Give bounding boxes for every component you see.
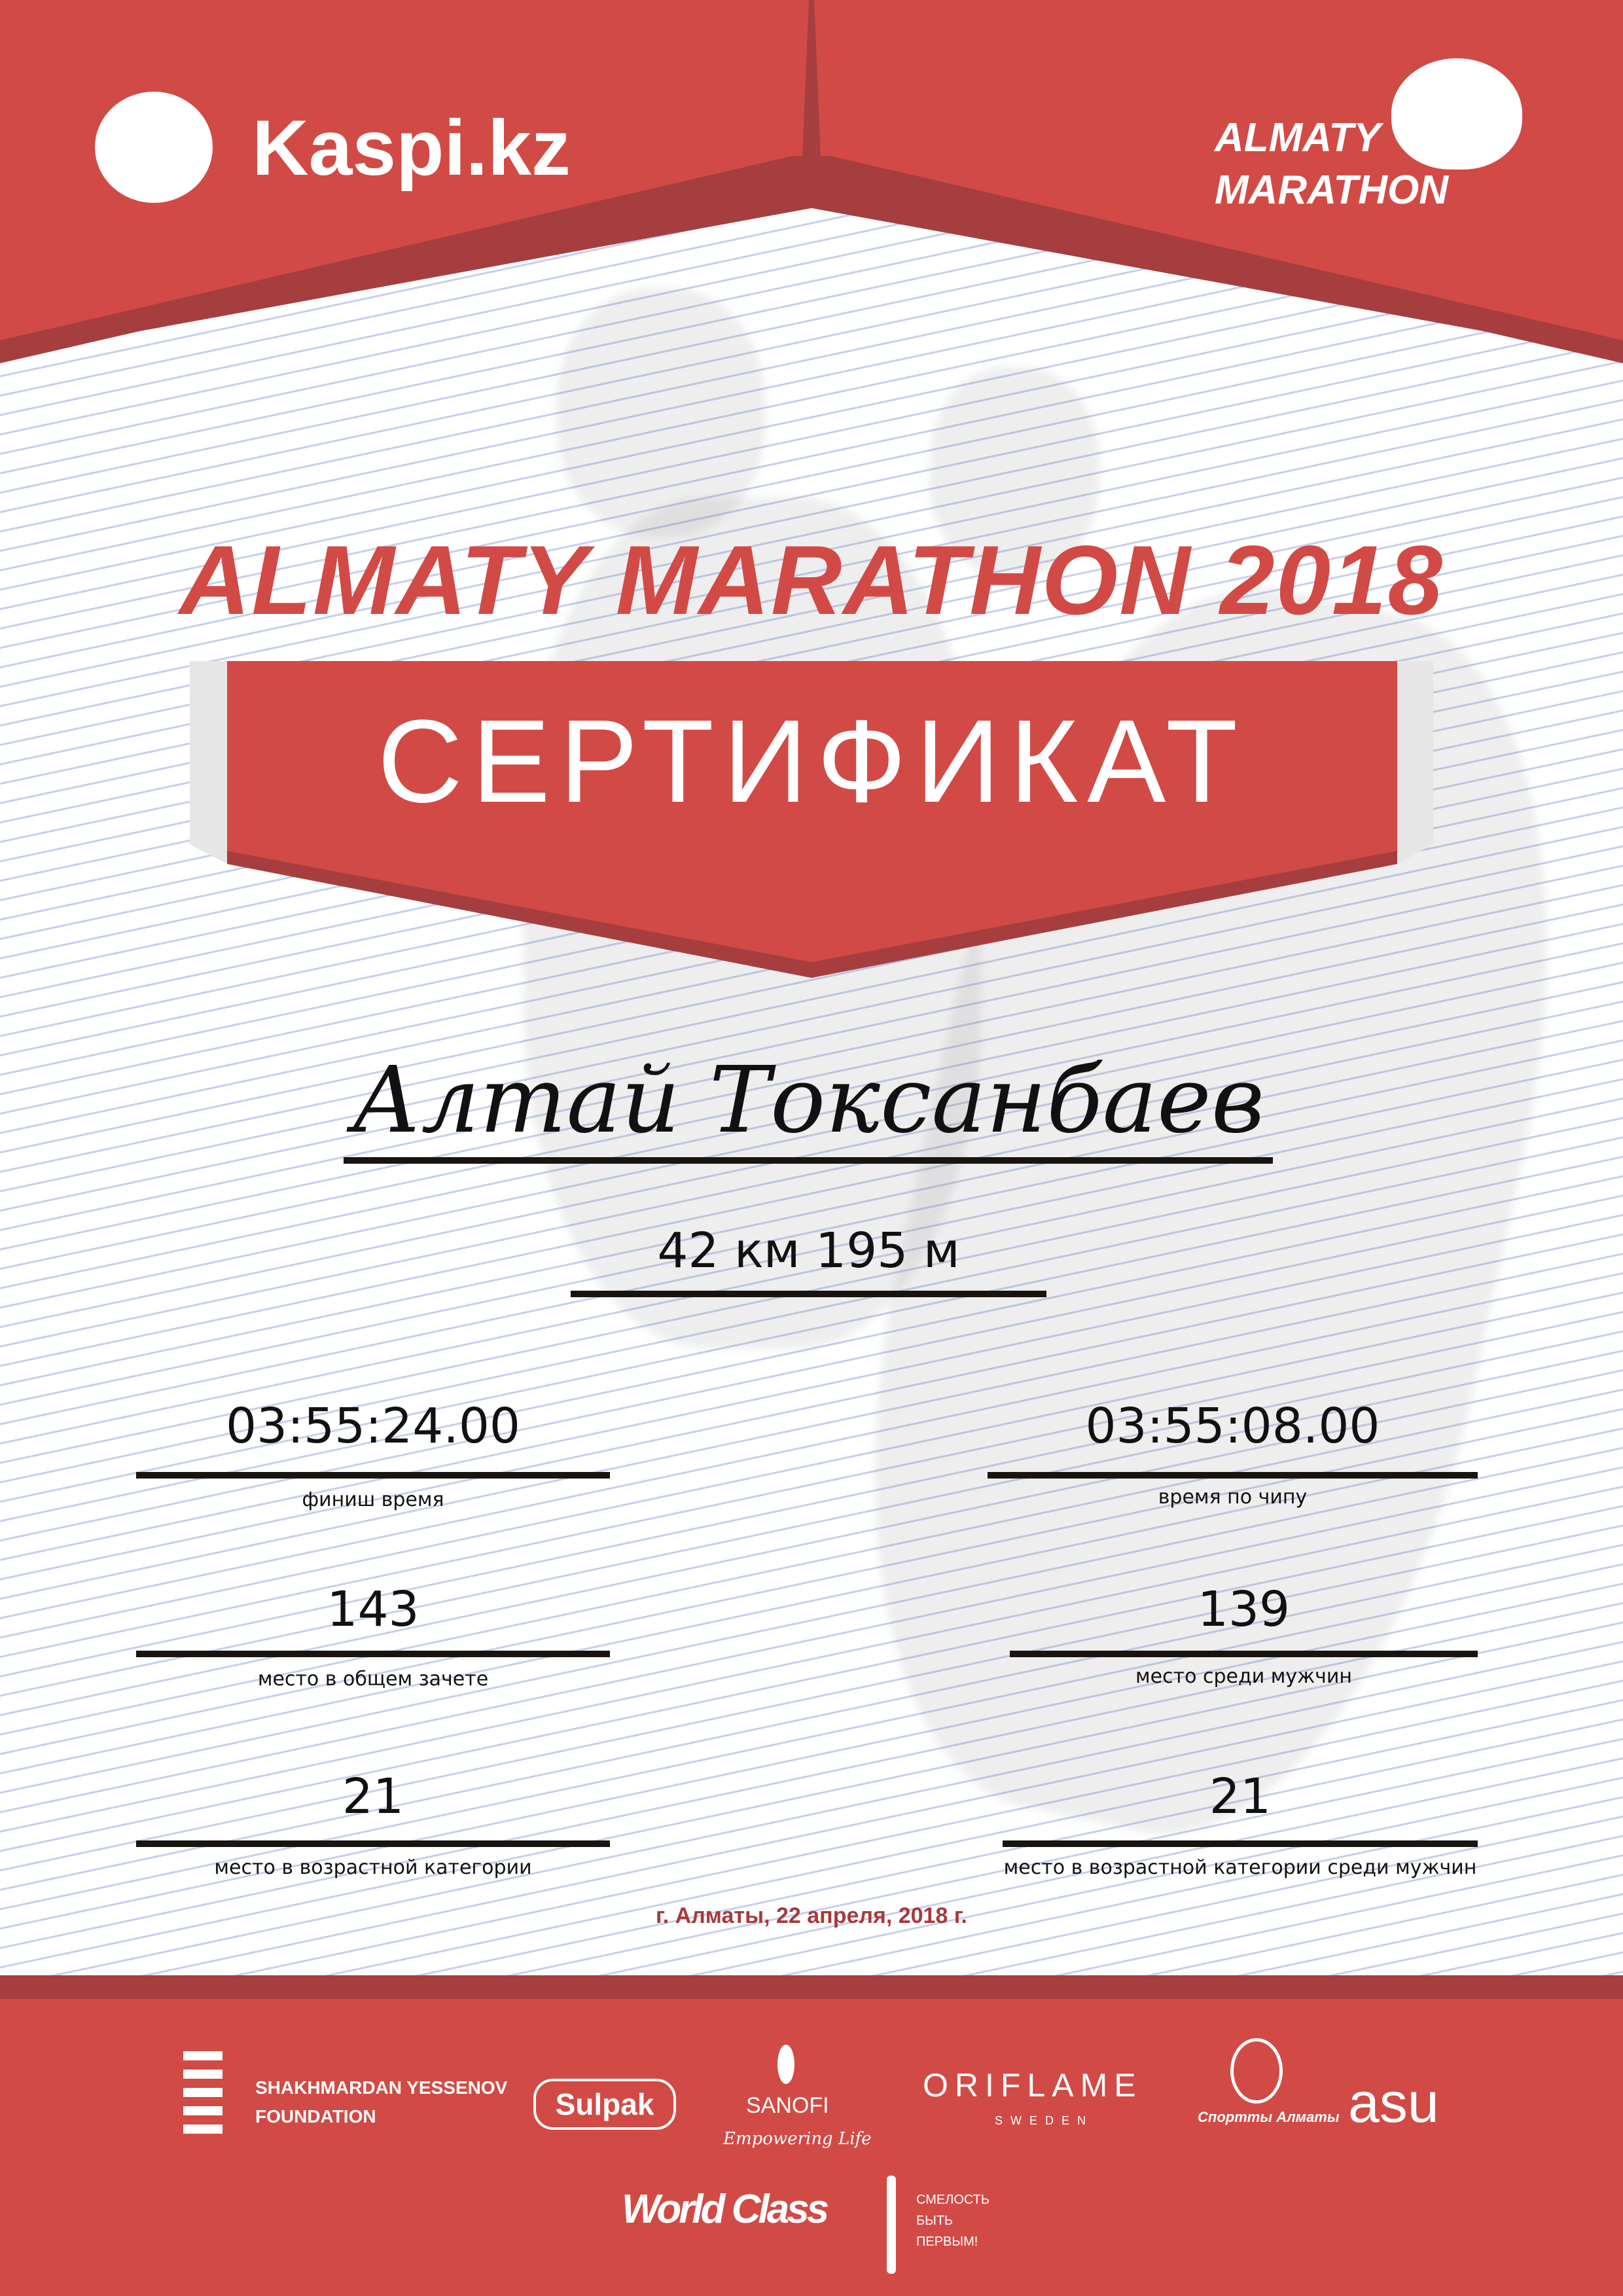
yessenov-line1: SHAKHMARDAN YESSENOV [255, 2077, 508, 2098]
runner-photo-man [556, 288, 766, 537]
almaty-logo-line1: ALMATY [1215, 115, 1381, 160]
chip-time-label: время по чипу [1158, 1486, 1308, 1509]
kaspi-icon [95, 92, 213, 203]
participant-name: Алтай Токсанбаев [351, 1047, 1265, 1154]
sport-almaty-logo: Спортты Алматы [1198, 2038, 1340, 2143]
oriflame-logo: ORIFLAME SWEDEN [923, 2067, 1158, 2139]
overall-place-label: место в общем зачете [257, 1668, 489, 1691]
almaty-marathon-logo: ALMATY MARATHON [1215, 58, 1529, 222]
header-banner [0, 0, 1623, 363]
overall-place-line [136, 1651, 610, 1657]
place-date: г. Алматы, 22 апреля, 2018 г. [656, 1903, 967, 1928]
yessenov-logo: SHAKHMARDAN YESSENOV FOUNDATION [183, 2051, 507, 2136]
fund-logo: СМЕЛОСТЬ БЫТЬ ПЕРВЫМ! [867, 2162, 1031, 2280]
certificate-heading: СЕРТИФИКАТ [377, 696, 1247, 827]
kaspi-logo-text: Kaspi.kz [252, 104, 571, 192]
almaty-logo-line2: MARATHON [1215, 168, 1449, 213]
runner-icon [1391, 58, 1522, 170]
sport-almaty-text: Спортты Алматы [1198, 2109, 1340, 2125]
chip-time-line [988, 1472, 1478, 1479]
sanofi-tagline: Empowering Life [723, 2129, 872, 2149]
overall-place-value: 143 [327, 1581, 419, 1638]
kaspi-logo: Kaspi.kz [95, 92, 571, 209]
age-place-line [136, 1840, 610, 1847]
yessenov-icon [183, 2051, 223, 2136]
name-underline [344, 1157, 1273, 1164]
chip-time-value: 03:55:08.00 [1085, 1398, 1380, 1454]
finish-time-line [136, 1472, 610, 1479]
fund-line3: ПЕРВЫМ! [916, 2234, 978, 2249]
fund-line2: БЫТЬ [916, 2214, 954, 2228]
yessenov-line2: FOUNDATION [255, 2106, 376, 2126]
fund-runner-icon [887, 2176, 896, 2274]
age-place-value: 21 [342, 1768, 404, 1825]
certificate-banner [190, 661, 1433, 978]
sponsors-footer: SHAKHMARDAN YESSENOV FOUNDATION Sulpak S… [0, 1999, 1623, 2296]
runner-photo-woman [929, 367, 1099, 576]
sport-almaty-emblem [1230, 2038, 1283, 2104]
age-men-place-value: 21 [1209, 1768, 1272, 1825]
sanofi-icon [777, 2045, 794, 2084]
worldclass-logo: World Class [622, 2187, 829, 2232]
age-men-place-line [1003, 1840, 1478, 1847]
oriflame-text: ORIFLAME [923, 2067, 1143, 2104]
distance: 42 км 195 м [657, 1223, 960, 1279]
fund-line1: СМЕЛОСТЬ [916, 2193, 990, 2207]
men-place-label: место среди мужчин [1135, 1665, 1352, 1688]
age-men-place-label: место в возрастной категории среди мужчи… [1003, 1856, 1477, 1879]
oriflame-sub: SWEDEN [995, 2114, 1094, 2127]
sanofi-logo: SANOFI Empowering Life [720, 2038, 877, 2169]
men-place-value: 139 [1197, 1581, 1291, 1638]
men-place-line [1010, 1651, 1478, 1657]
finish-time-label: финиш время [302, 1488, 444, 1511]
age-place-label: место в возрастной категории [214, 1856, 532, 1879]
sanofi-text: SANOFI [746, 2093, 829, 2118]
distance-underline [571, 1291, 1046, 1297]
sulpak-logo: Sulpak [533, 2079, 676, 2130]
asu-logo: asu [1348, 2072, 1439, 2134]
footer-stripe [0, 1975, 1623, 1999]
finish-time-value: 03:55:24.00 [225, 1398, 521, 1454]
event-title: ALMATY MARATHON 2018 [179, 525, 1444, 635]
background-pattern [0, 0, 1623, 2029]
